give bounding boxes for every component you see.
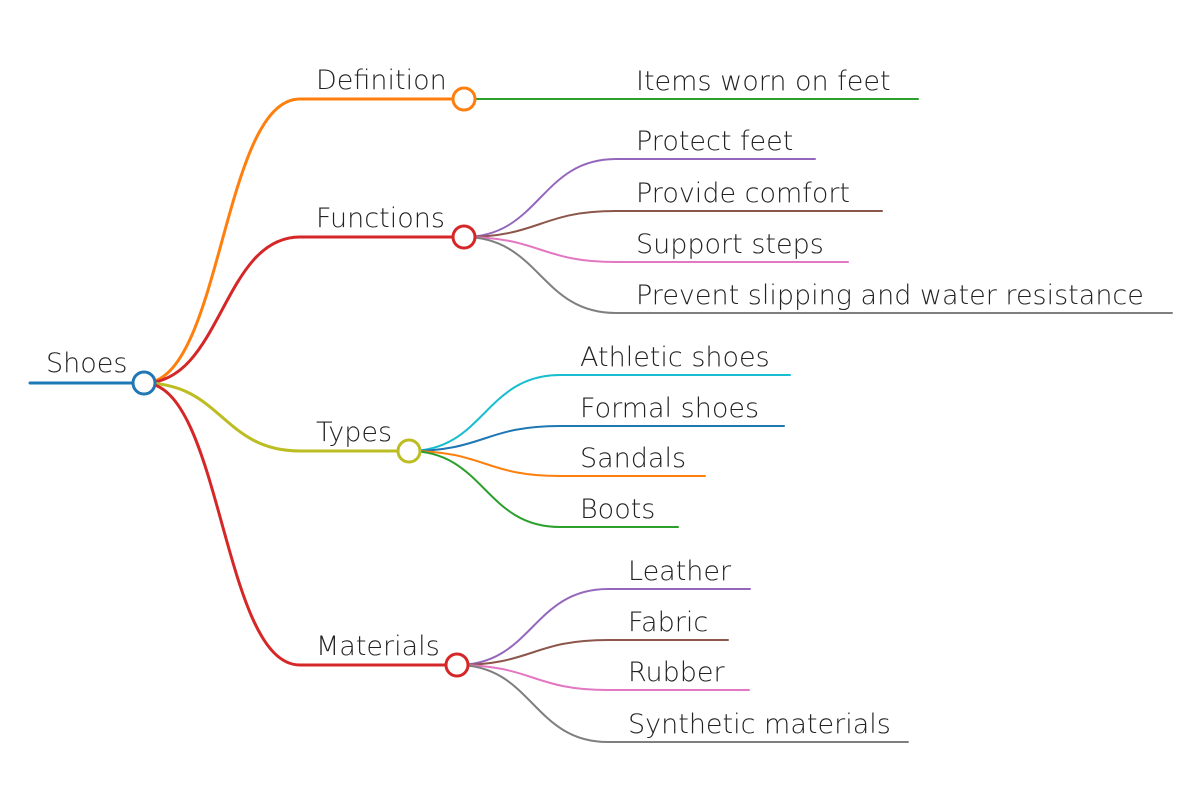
edge-root-functions: [142, 235, 466, 385]
edge-materials-leather: [456, 588, 751, 666]
node-root: [131, 370, 157, 396]
edge-types-formal-shoes: [408, 425, 785, 452]
node-materials: [444, 652, 470, 678]
edge-root-types: [142, 381, 411, 453]
root-label: Shoes: [46, 348, 127, 379]
leaf-label-fabric: Fabric: [628, 607, 708, 638]
leaf-label-items-worn-on-feet: Items worn on feet: [636, 66, 891, 97]
edge-types-boots: [408, 450, 679, 528]
edge-functions-provide-comfort: [463, 210, 883, 238]
edge-materials-fabric: [456, 639, 729, 666]
leaf-label-provide-comfort: Provide comfort: [636, 178, 850, 209]
leaf-label-rubber: Rubber: [628, 657, 726, 688]
mindmap-labels: Shoes Items worn on feet Definition Protect…: [46, 65, 1144, 740]
branch-label-definition: Definition: [316, 65, 447, 96]
edge-root-materials: [142, 381, 459, 667]
leaf-label-formal-shoes: Formal shoes: [580, 393, 759, 424]
leaf-label-protect-feet: Protect feet: [636, 126, 793, 157]
leaf-label-support-steps: Support steps: [636, 229, 824, 260]
edge-materials-rubber: [456, 664, 750, 691]
edge-functions-prevent-slipping-and-water-resistance: [463, 236, 1173, 314]
node-functions: [451, 224, 477, 250]
edge-materials-synthetic-materials: [456, 664, 909, 743]
mindmap-edges: [28, 97, 1173, 743]
edge-types-sandals: [408, 450, 706, 477]
leaf-label-athletic-shoes: Athletic shoes: [580, 342, 770, 373]
edge-functions-support-steps: [463, 236, 849, 263]
mindmap-nodes: [131, 86, 477, 678]
branch-label-materials: Materials: [316, 631, 440, 662]
node-definition: [451, 86, 477, 112]
branch-label-functions: Functions: [316, 203, 445, 234]
edge-root-definition: [142, 97, 466, 385]
leaf-label-boots: Boots: [580, 494, 655, 525]
leaf-label-prevent-slipping-and-water-resistance: Prevent slipping and water resistance: [636, 280, 1144, 311]
leaf-label-sandals: Sandals: [580, 443, 686, 474]
edge-types-athletic-shoes: [408, 374, 791, 452]
leaf-label-leather: Leather: [628, 556, 732, 587]
branch-label-types: Types: [316, 417, 392, 448]
edge-functions-protect-feet: [463, 158, 816, 238]
leaf-label-synthetic-materials: Synthetic materials: [628, 709, 891, 740]
node-types: [396, 438, 422, 464]
